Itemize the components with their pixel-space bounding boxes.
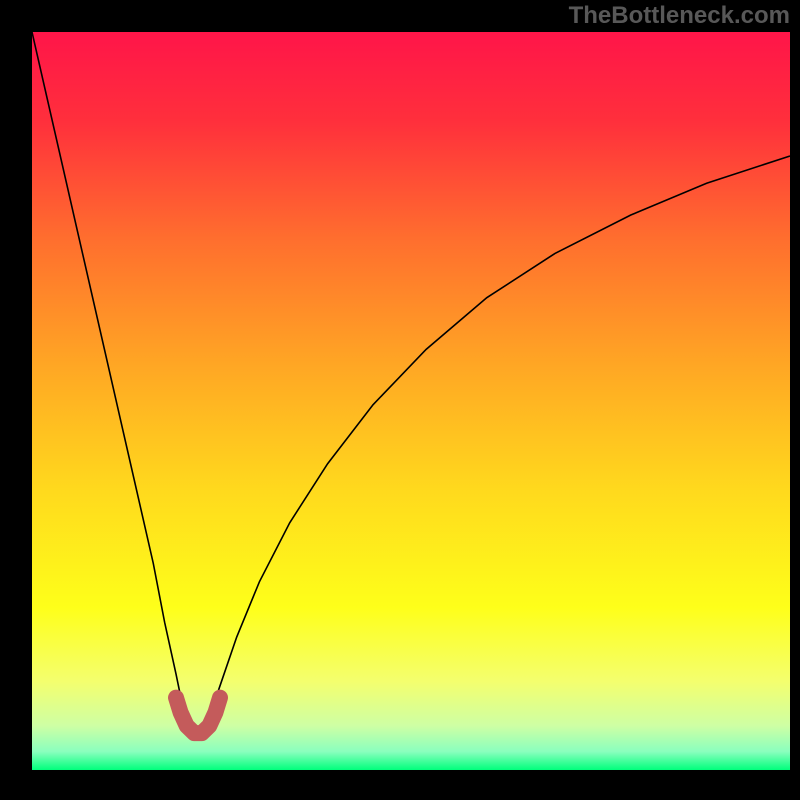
plot-background [32, 32, 790, 770]
watermark-text: TheBottleneck.com [569, 2, 790, 30]
chart-container: TheBottleneck.com [0, 0, 800, 800]
bottleneck-chart [0, 0, 800, 800]
